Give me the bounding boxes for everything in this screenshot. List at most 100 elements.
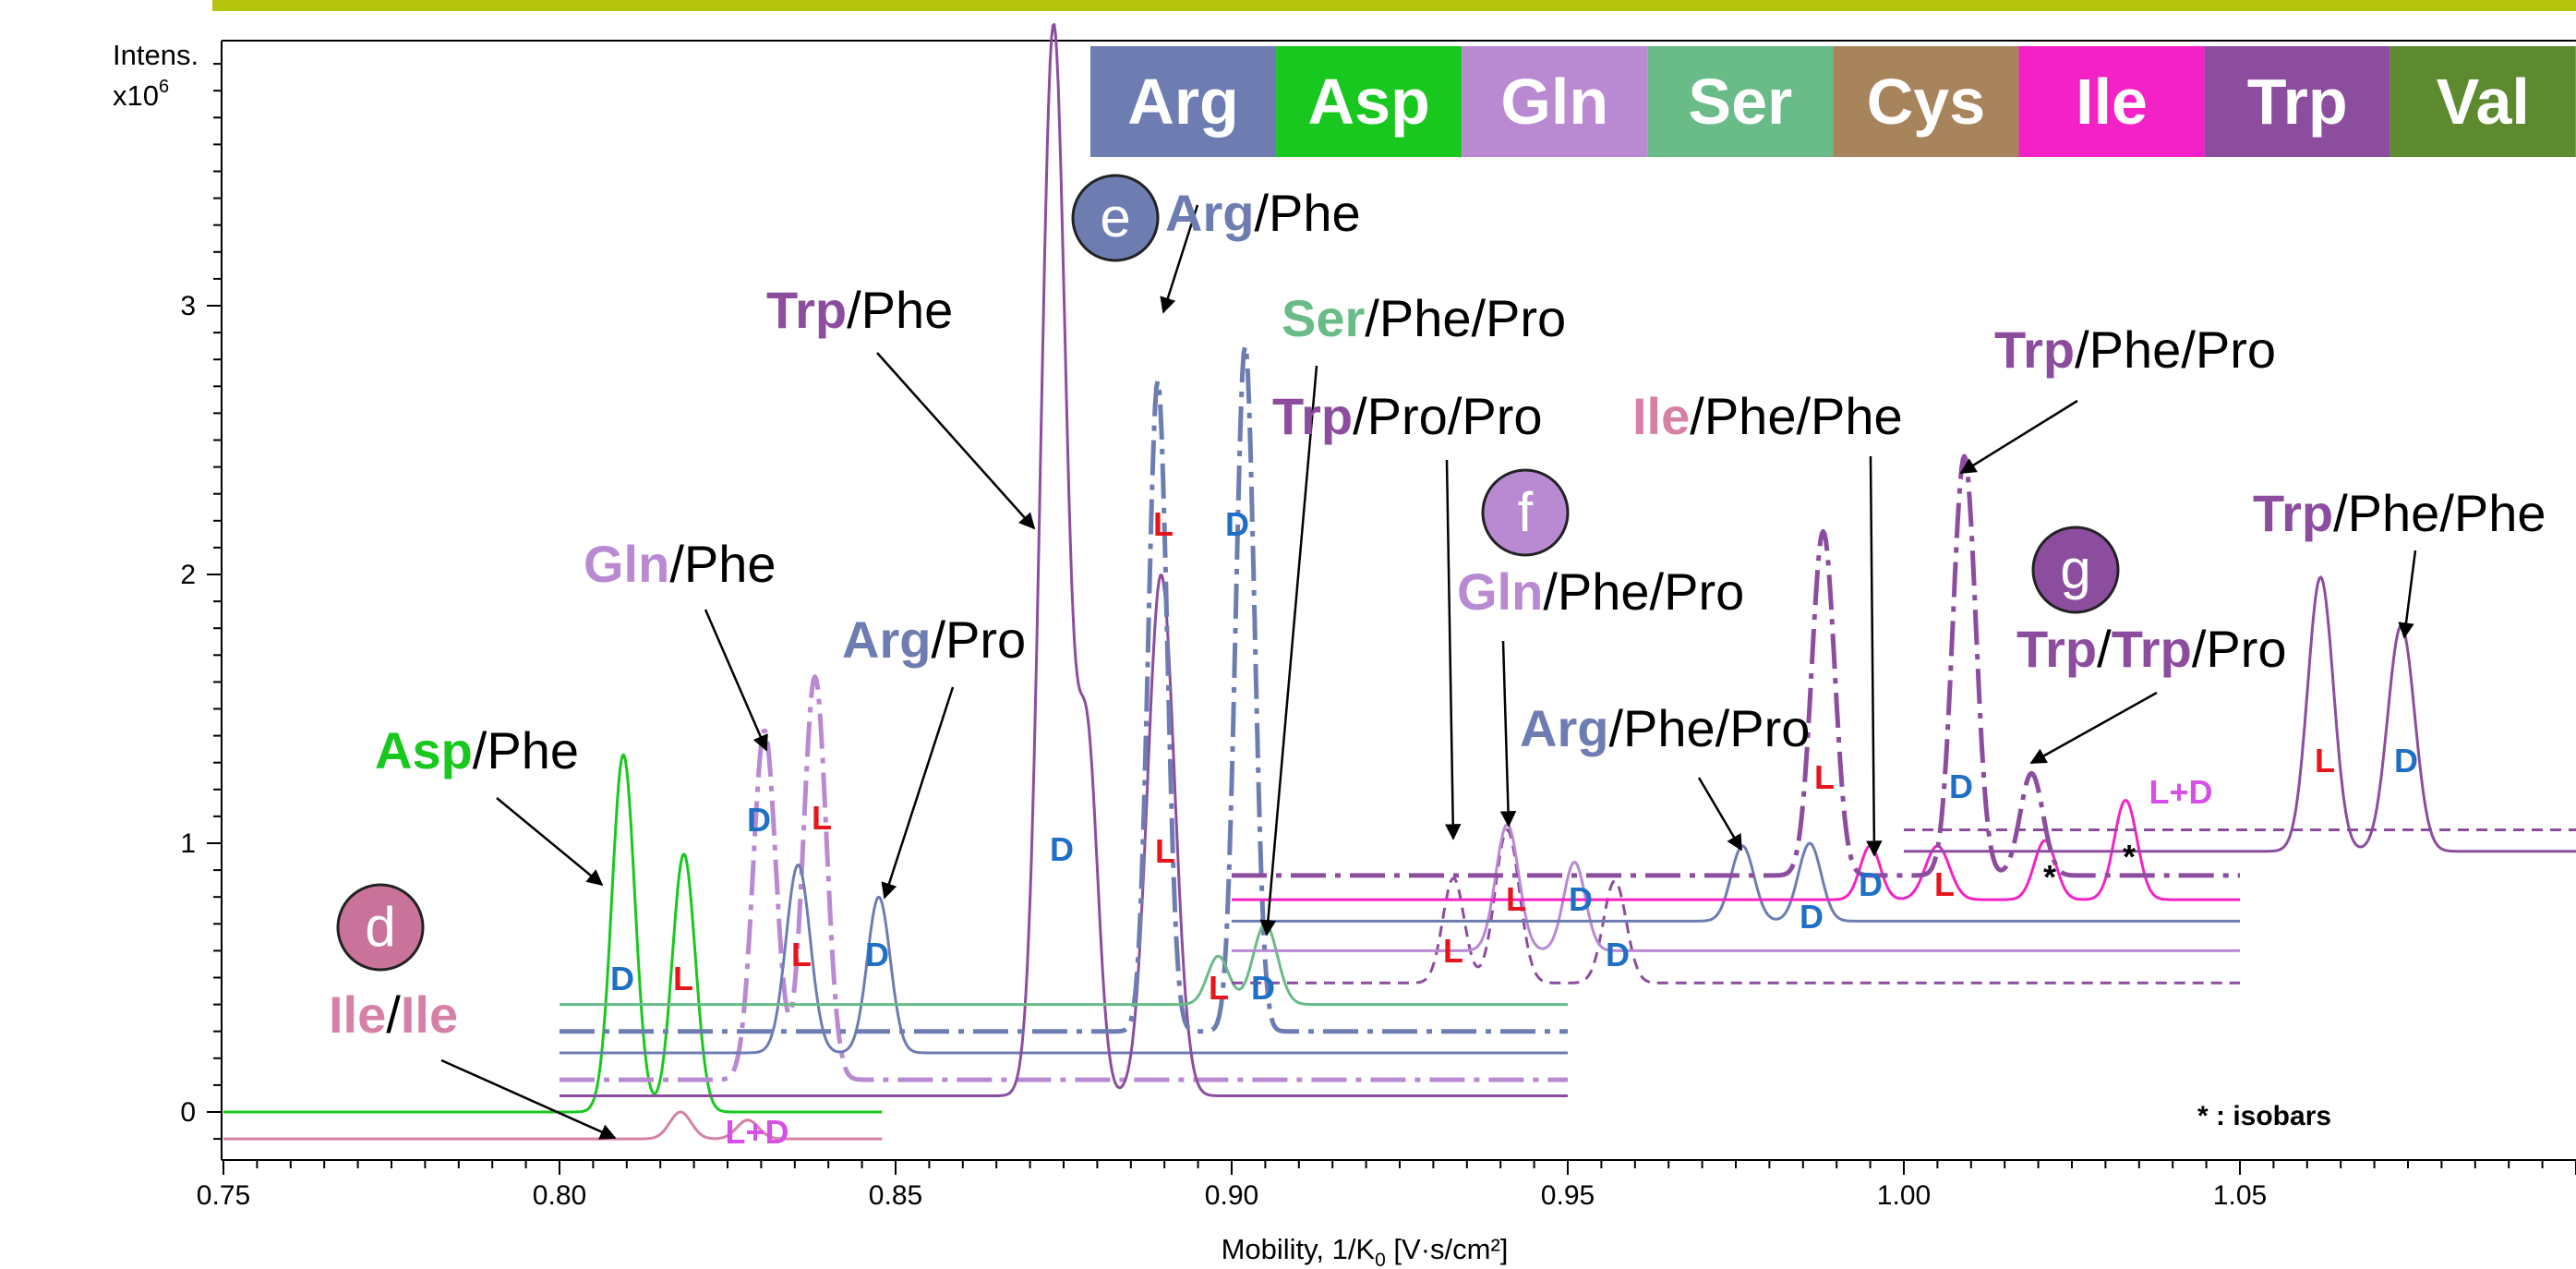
peak-marker: L+D <box>725 1113 788 1151</box>
x-tick-label: 0.95 <box>1541 1180 1595 1211</box>
annotation-part: Trp <box>766 281 847 339</box>
x-tick-label: 0.85 <box>869 1180 922 1211</box>
peak-marker: L <box>1934 865 1955 903</box>
annotation-arrow <box>440 1058 617 1140</box>
x-axis-title: Mobility, 1/K0 [V·s/cm²] <box>1222 1233 1509 1269</box>
y-axis-title-line1: Intens. <box>113 39 199 71</box>
legend-swatch <box>1647 46 1834 157</box>
annotation-arrow <box>2398 550 2417 639</box>
annotation-arrows <box>440 204 2417 1140</box>
annotation-label: Trp/Phe <box>766 281 953 339</box>
peak-marker: D <box>1225 505 1249 543</box>
peak-marker: D <box>1050 830 1074 868</box>
x-tick-label: 1.05 <box>2213 1180 2267 1211</box>
annotation-label: Arg/Phe/Pro <box>1520 699 1810 757</box>
y-tick-label: 3 <box>180 291 196 321</box>
legend-label: Gln <box>1500 66 1608 138</box>
annotation-part: Trp <box>1994 320 2075 379</box>
series-trace <box>559 674 1569 1082</box>
annotation-part: Gln <box>584 535 669 593</box>
legend-label: Cys <box>1867 66 1985 138</box>
x-tick-label: 0.90 <box>1205 1180 1258 1211</box>
annotation-part: Trp <box>2112 620 2192 678</box>
legend-swatch <box>1276 46 1463 157</box>
annotation-label: Gln/Phe <box>584 535 776 593</box>
annotation-part: /Phe/Pro <box>1365 289 1566 347</box>
annotation-part: / <box>386 985 401 1044</box>
peak-marker: D <box>1569 880 1593 918</box>
panel-labels: d e f g <box>336 174 2120 972</box>
annotation-label: Ser/Phe/Pro <box>1282 289 1566 347</box>
annotation-arrow <box>1697 777 1743 852</box>
annotation-part: Trp <box>1272 387 1353 445</box>
legend-label: Ile <box>2076 66 2148 138</box>
annotation-arrow <box>1959 399 2078 475</box>
annotation-part: /Phe/Phe <box>2333 484 2546 542</box>
annotation-arrow <box>1259 365 1318 937</box>
peak-marker: D <box>2394 742 2418 780</box>
series-trace <box>1232 828 2240 985</box>
series-trace <box>1904 575 2576 853</box>
annotation-label: Arg/Pro <box>842 610 1026 669</box>
annotation-label: Ile/Phe/Phe <box>1632 387 1903 445</box>
annotation-part: /Phe/Pro <box>2075 320 2276 379</box>
annotation-part: Ile <box>329 985 386 1044</box>
annotation-label: Asp/Phe <box>375 721 579 780</box>
x-tick-label: 1.00 <box>1877 1180 1931 1211</box>
peak-marker: D <box>1251 969 1275 1007</box>
legend-swatch <box>1462 46 1648 157</box>
panel-label: e <box>1100 187 1130 248</box>
series-trace <box>1232 823 2240 952</box>
peak-marker: L <box>1153 505 1174 543</box>
y-tick-label: 1 <box>180 828 196 859</box>
annotation-arrow <box>1499 640 1517 828</box>
panel-label: g <box>2060 538 2090 600</box>
panel-label: d <box>365 896 395 958</box>
peak-marker: L+D <box>2149 773 2212 811</box>
annotation-part: /Phe <box>1254 184 1360 242</box>
panel-circle <box>1071 174 1160 262</box>
annotation-part: Trp <box>2016 620 2097 678</box>
annotation-part: Arg <box>1165 184 1254 242</box>
legend-swatch <box>2389 46 2576 157</box>
annotation-part: / <box>2097 620 2112 678</box>
legend-label: Arg <box>1127 66 1239 138</box>
header-accent-bar <box>212 0 2576 11</box>
series-trace <box>1232 798 2240 901</box>
legend-label: Trp <box>2247 66 2348 138</box>
annotation-arrow <box>1444 459 1462 840</box>
series-trace <box>560 922 1568 1007</box>
series-trace <box>1231 453 2241 878</box>
peak-marker: L <box>2315 742 2335 780</box>
annotation-label: Ile/Ile <box>329 985 458 1044</box>
legend-swatch <box>1090 46 1277 157</box>
panel-label: f <box>1518 481 1534 543</box>
peak-marker: * <box>2123 838 2136 876</box>
legend-label: Val <box>2437 66 2530 138</box>
legend-swatch <box>2204 46 2390 157</box>
annotation-arrow <box>496 797 604 887</box>
series-trace <box>559 344 1569 1034</box>
peak-marker: D <box>1859 865 1883 903</box>
annotation-part: /Pro <box>931 610 1026 669</box>
peak-marker: L <box>1814 758 1835 796</box>
series-trace <box>560 864 1568 1055</box>
panel-circle <box>2031 526 2120 614</box>
legend-label: Ser <box>1688 66 1792 138</box>
annotation-part: Trp <box>2253 484 2333 542</box>
legend-label: Asp <box>1308 66 1430 138</box>
peak-marker: L <box>1209 969 1229 1007</box>
peak-annotations: Asp/PheIle/IleGln/PheArg/ProTrp/PheArg/P… <box>329 184 2546 1044</box>
peak-marker: D <box>1949 767 1973 805</box>
amino-acid-legend: Arg Asp Gln Ser Cys Ile Trp Val <box>1090 46 2576 157</box>
annotation-arrow <box>704 609 768 752</box>
x-tick-label: 0.75 <box>197 1180 250 1211</box>
annotation-arrow <box>1866 455 1883 857</box>
annotation-part: /Phe <box>847 281 953 339</box>
peak-marker: D <box>610 960 634 997</box>
peak-marker: L <box>1155 832 1175 870</box>
y-tick-label: 2 <box>180 560 196 590</box>
annotation-part: /Phe/Phe <box>1690 387 1902 445</box>
peak-marker: L <box>1443 932 1463 970</box>
panel-circle <box>336 883 425 972</box>
